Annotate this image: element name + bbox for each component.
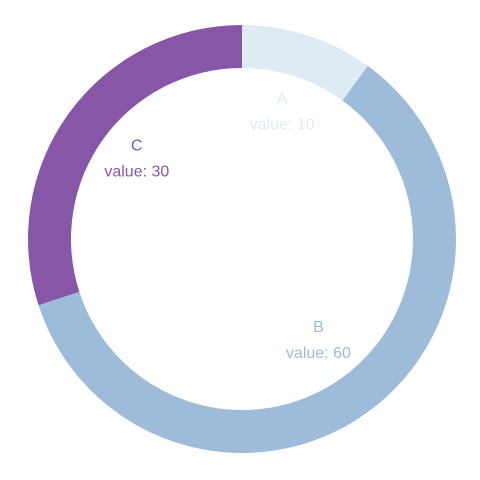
donut-slices xyxy=(27,25,456,454)
slice-b-value-label: value: 60 xyxy=(286,345,351,362)
slice-a xyxy=(242,25,368,101)
slice-c-value-label: value: 30 xyxy=(104,164,169,181)
slice-c xyxy=(27,25,242,306)
slice-b-name-label: B xyxy=(313,319,324,336)
slice-a-name-label: A xyxy=(277,90,288,107)
slice-c-name-label: C xyxy=(131,138,143,155)
slice-a-value-label: value: 10 xyxy=(250,116,315,133)
